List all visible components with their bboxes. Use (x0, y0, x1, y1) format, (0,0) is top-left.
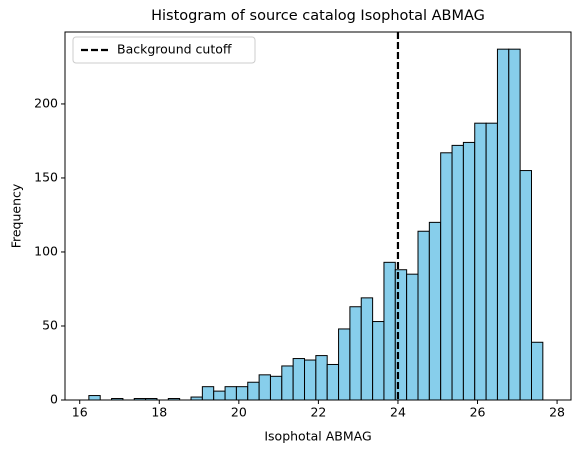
bar (201, 386, 215, 401)
chart-title: Histogram of source catalog Isophotal AB… (151, 8, 485, 24)
bar (462, 141, 476, 401)
y-tick-label: 50 (42, 317, 58, 332)
bar (292, 358, 306, 401)
bar (213, 390, 226, 401)
legend-box (72, 36, 256, 64)
bar (485, 122, 498, 401)
bar (372, 321, 385, 401)
bar (304, 359, 317, 401)
bar (451, 144, 464, 401)
y-tick-label: 150 (34, 169, 58, 184)
bar (474, 122, 487, 401)
y-axis-label: Frequency (9, 183, 24, 248)
bar (315, 355, 328, 401)
bar (349, 306, 362, 401)
bar (383, 261, 396, 401)
x-tick-label: 24 (390, 405, 406, 420)
y-tick-label: 200 (34, 95, 58, 110)
x-tick-label: 18 (151, 405, 167, 420)
bar (530, 341, 544, 401)
x-tick-label: 26 (470, 405, 486, 420)
x-tick-label: 28 (549, 405, 565, 420)
bar (428, 221, 442, 401)
bar (224, 386, 237, 401)
bar (281, 365, 294, 401)
x-tick-label: 22 (310, 405, 326, 420)
y-tick-label: 100 (34, 243, 58, 258)
y-tick-label: 0 (50, 392, 58, 407)
bar (508, 48, 521, 401)
bar (326, 363, 340, 401)
bar (440, 152, 453, 401)
bar (269, 375, 283, 401)
x-axis-label: Isophotal ABMAG (264, 429, 371, 444)
x-tick-label: 20 (231, 405, 247, 420)
bar (338, 328, 351, 401)
bar (247, 381, 260, 401)
bar (360, 297, 374, 401)
bar (235, 386, 249, 401)
legend-label: Background cutoff (117, 42, 232, 57)
bar (417, 230, 430, 401)
x-tick-label: 16 (72, 405, 88, 420)
bar (88, 395, 101, 401)
bar (406, 273, 419, 401)
bar (519, 170, 532, 401)
bar (258, 374, 271, 401)
bar (496, 48, 510, 401)
